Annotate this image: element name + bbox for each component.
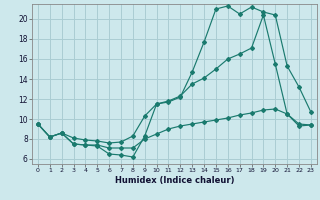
X-axis label: Humidex (Indice chaleur): Humidex (Indice chaleur)	[115, 176, 234, 185]
